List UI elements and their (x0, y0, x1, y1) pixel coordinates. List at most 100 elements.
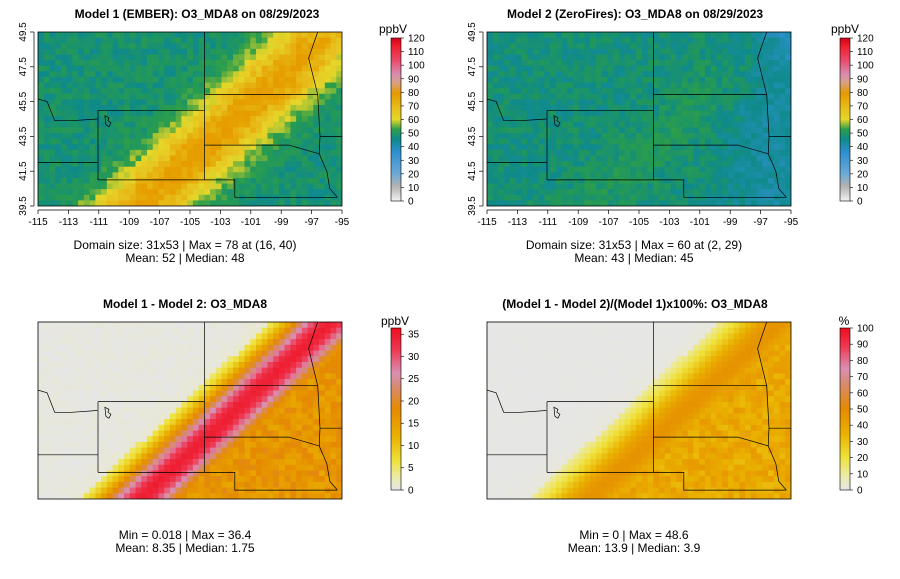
heatmap-cell (527, 194, 534, 201)
heatmap-cell (779, 65, 786, 72)
heatmap-cell (595, 121, 603, 128)
heatmap-cell (756, 138, 763, 145)
heatmap-cell (233, 144, 240, 151)
heatmap-cell (83, 133, 91, 140)
heatmap-cell (613, 65, 620, 72)
heatmap-cell (152, 133, 159, 140)
heatmap-cell (273, 161, 280, 168)
heatmap-cell (181, 155, 188, 162)
heatmap-cell (509, 200, 517, 206)
y-axis: 39.541.543.545.547.549.5 (467, 22, 484, 216)
heatmap-cell (278, 166, 286, 173)
heatmap-cell (169, 464, 177, 471)
heatmap-cell (296, 110, 303, 117)
heatmap-cell (83, 177, 91, 184)
heatmap-cell (187, 430, 194, 437)
heatmap-cell (60, 37, 68, 44)
heatmap-cell (181, 54, 188, 61)
heatmap-cell (595, 138, 603, 145)
heatmap-cell (66, 65, 73, 72)
heatmap-cell (647, 93, 654, 100)
heatmap-cell (60, 481, 68, 488)
heatmap-cell (233, 481, 240, 488)
heatmap-cell (204, 71, 211, 78)
heatmap-cell (192, 183, 200, 190)
heatmap-cell (498, 99, 505, 106)
heatmap-cell (72, 88, 79, 95)
heatmap-cell (756, 88, 763, 95)
heatmap-cell (164, 121, 171, 128)
heatmap-cell (710, 177, 717, 184)
heatmap-cell (181, 413, 188, 420)
heatmap-cell (89, 356, 96, 363)
heatmap-cell (716, 177, 723, 184)
heatmap-cell (187, 65, 194, 72)
heatmap-cell (146, 447, 154, 454)
heatmap-cell (141, 430, 148, 437)
heatmap-cell (255, 407, 263, 414)
heatmap-cell (567, 71, 574, 78)
heatmap-cell (95, 430, 102, 437)
heatmap-cell (215, 121, 222, 128)
heatmap-cell (250, 121, 257, 128)
heatmap-cell (301, 76, 308, 83)
heatmap-cell (613, 138, 620, 145)
heatmap-cell (296, 76, 303, 83)
heatmap-cell (66, 138, 73, 145)
heatmap-cell (555, 48, 562, 55)
heatmap-cell (659, 183, 666, 190)
heatmap-cell (313, 367, 320, 374)
heatmap-cell (267, 441, 274, 449)
heatmap-cell (175, 121, 182, 128)
heatmap-cell (83, 155, 91, 162)
heatmap-cell (595, 172, 603, 179)
heatmap-cell (118, 322, 125, 329)
heatmap-cell (653, 110, 660, 117)
heatmap-cell (670, 149, 677, 156)
heatmap-cell (129, 459, 136, 466)
heatmap-cell (250, 37, 257, 44)
heatmap-cell (687, 177, 694, 184)
heatmap-cell (244, 407, 251, 414)
heatmap-cell (250, 470, 257, 477)
heatmap-cell (72, 60, 79, 67)
heatmap-cell (135, 99, 142, 106)
heatmap-cell (95, 339, 102, 346)
heatmap-cell (233, 88, 240, 95)
heatmap-cell (101, 430, 108, 437)
heatmap-cell (278, 407, 286, 414)
heatmap-cell (112, 104, 119, 111)
heatmap-cell (38, 344, 45, 351)
y-tick-label: 47.5 (18, 57, 29, 77)
heatmap-cell (221, 436, 228, 443)
heatmap-cell (555, 133, 562, 140)
heatmap-cell (273, 344, 280, 351)
heatmap-cell (43, 396, 50, 403)
heatmap-cell (704, 138, 712, 145)
heatmap-cell (498, 110, 505, 117)
heatmap-cell (106, 322, 113, 329)
heatmap-cell (659, 104, 666, 111)
heatmap-cell (101, 390, 108, 397)
heatmap-cell (319, 127, 326, 134)
heatmap-cell (296, 322, 303, 329)
heatmap-cell (607, 144, 614, 151)
heatmap-cell (636, 32, 643, 39)
heatmap-cell (233, 453, 240, 460)
heatmap-cell (273, 138, 280, 145)
heatmap-cell (38, 430, 45, 437)
heatmap-cell (727, 149, 735, 156)
heatmap-cell (768, 133, 775, 140)
heatmap-cell (227, 339, 234, 346)
heatmap-cell (49, 327, 56, 334)
heatmap-cell (101, 88, 108, 95)
heatmap-cell (319, 459, 326, 466)
heatmap-cell (590, 144, 597, 151)
heatmap-cell (330, 149, 337, 156)
heatmap-cell (66, 470, 73, 477)
heatmap-cell (72, 373, 79, 380)
heatmap-cell (722, 65, 729, 72)
heatmap-cell (101, 172, 108, 179)
heatmap-cell (336, 155, 342, 162)
heatmap-cell (72, 390, 79, 397)
